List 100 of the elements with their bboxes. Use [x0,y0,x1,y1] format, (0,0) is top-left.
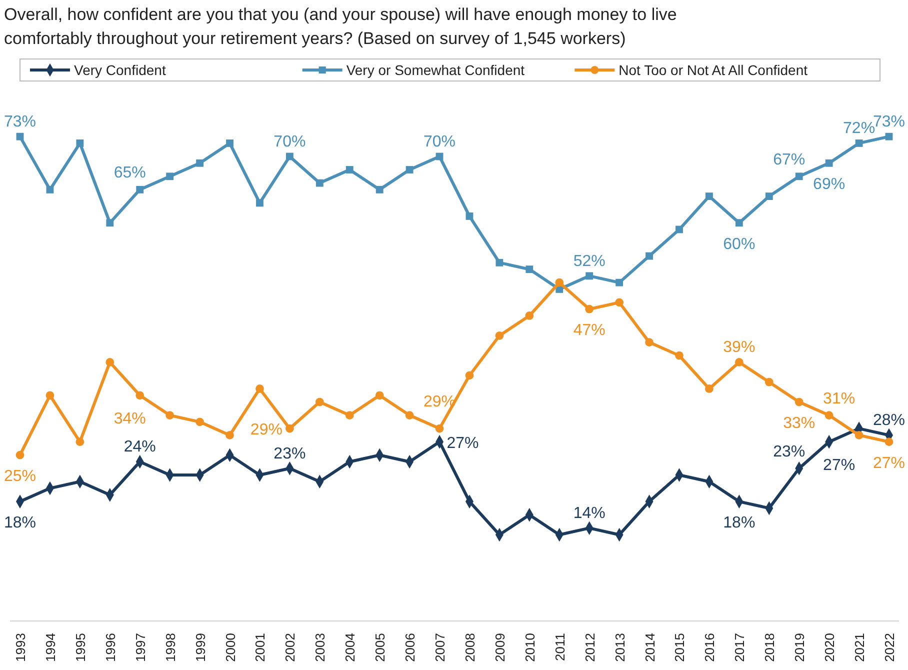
point [375,391,384,400]
point [795,172,803,180]
legend-label: Very or Somewhat Confident [346,62,525,78]
point [676,226,683,234]
point [376,186,384,194]
point [106,219,114,227]
point [406,166,414,174]
point [675,351,684,360]
point [824,411,834,420]
point [526,266,534,273]
data-label: 70% [424,133,456,150]
data-label: 52% [573,252,606,270]
x-tick-label: 2013 [612,633,628,662]
x-tick-label: 2000 [222,633,238,662]
point [345,411,354,420]
point [645,338,654,346]
data-label: 27% [872,454,906,472]
data-label: 23% [773,443,806,460]
point [106,358,114,366]
x-tick-label: 1996 [102,633,118,662]
data-label: 70% [274,133,306,150]
point [16,132,24,140]
x-tick-label: 1995 [72,633,88,662]
point [735,219,743,227]
data-label: 18% [4,514,36,532]
x-tick-label: 2017 [732,633,748,662]
point [226,140,234,147]
point [585,304,594,314]
point [764,378,774,386]
x-tick-label: 1994 [42,633,58,662]
data-label: 73% [4,114,36,131]
point [405,411,414,420]
point [794,398,804,406]
data-label: 34% [114,410,146,428]
point [496,258,504,266]
point [525,312,534,320]
point [495,331,504,340]
x-tick-label: 2014 [642,633,658,662]
chart-title: Overall, how confident are you that you (and your spouse) will have enough money to live comfortably throughout your retirement years? (Based on survey of 1,545 workers) [4,5,677,48]
point [555,278,564,287]
data-label: 24% [124,438,156,456]
x-tick-label: 2020 [822,633,838,662]
x-tick-label: 2016 [702,633,718,662]
x-tick-label: 2008 [462,633,478,662]
point [346,166,354,174]
point [196,418,204,426]
data-label: 67% [773,151,806,168]
point [705,384,714,393]
x-tick-label: 2002 [282,633,298,662]
data-label: 33% [783,415,816,432]
x-tick-label: 2021 [852,633,868,662]
x-tick-label: 1993 [13,633,28,662]
point [706,192,713,200]
point [256,199,264,207]
x-tick-label: 2009 [492,633,508,662]
x-tick-label: 2015 [672,633,688,662]
data-label: 14% [573,505,606,522]
x-tick-label: 2018 [762,633,778,662]
point [166,172,174,180]
point [855,140,863,147]
point [226,431,234,440]
point [825,159,833,167]
x-tick-label: 2001 [252,633,268,662]
point [616,278,624,286]
point [586,272,594,280]
data-label: 72% [843,120,876,138]
x-tick-label: 1999 [192,633,208,662]
x-tick-label: 1998 [162,633,178,662]
data-label: 25% [4,468,36,486]
x-tick-label: 2012 [582,633,598,662]
data-label: 18% [723,514,756,532]
point [765,192,773,200]
point [435,424,444,433]
x-tick-label: 2005 [372,633,388,662]
data-label: 29% [250,422,282,439]
x-tick-label: 2011 [552,633,568,661]
x-tick-label: 2019 [792,633,808,662]
point [286,424,294,433]
point [884,438,894,446]
data-label: 39% [723,339,756,356]
legend-label: Very Confident [74,62,166,78]
legend-label: Not Too or Not At All Confident [618,62,808,78]
x-tick-label: 2007 [432,633,448,662]
data-label: 27% [446,434,479,452]
point [465,371,474,380]
point [315,398,324,406]
point [615,298,624,307]
point [885,132,893,140]
x-tick-label: 1997 [132,633,148,662]
data-label: 31% [823,390,856,408]
point [196,159,204,167]
point [46,186,54,194]
point [76,140,84,147]
point [16,450,24,460]
data-label: 28% [872,412,906,430]
point [136,186,144,194]
x-tick-label: 2003 [312,633,328,662]
point [734,358,744,366]
data-label: 27% [823,456,856,474]
point [136,391,144,400]
